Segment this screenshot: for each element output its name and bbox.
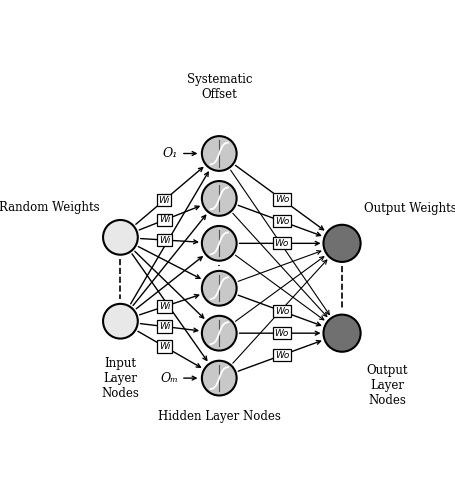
Text: Wi: Wi <box>158 196 169 205</box>
Text: Wi: Wi <box>158 216 170 224</box>
Circle shape <box>202 226 236 260</box>
Text: Wo: Wo <box>274 217 288 226</box>
Text: Wi: Wi <box>158 342 170 351</box>
Text: Wo: Wo <box>274 195 288 204</box>
Text: Wo: Wo <box>274 239 288 248</box>
Text: Wi: Wi <box>159 322 170 331</box>
Text: Wi: Wi <box>159 236 170 244</box>
Text: Wo: Wo <box>274 306 288 316</box>
Text: Random Weights: Random Weights <box>0 201 100 214</box>
Circle shape <box>202 181 236 216</box>
Text: Hidden Layer Nodes: Hidden Layer Nodes <box>157 410 280 424</box>
Text: Oₘ: Oₘ <box>160 372 177 384</box>
Circle shape <box>202 136 236 171</box>
Text: Systematic
Offset: Systematic Offset <box>186 72 252 101</box>
Text: Input
Layer
Nodes: Input Layer Nodes <box>101 356 139 400</box>
Text: Output Weights: Output Weights <box>363 202 455 215</box>
Circle shape <box>202 316 236 350</box>
Text: Output
Layer
Nodes: Output Layer Nodes <box>366 364 407 406</box>
Circle shape <box>103 304 137 338</box>
Circle shape <box>202 360 236 396</box>
Text: Wo: Wo <box>274 350 288 360</box>
Text: Wi: Wi <box>158 302 170 311</box>
Text: Wo: Wo <box>274 328 288 338</box>
Circle shape <box>323 314 360 352</box>
Circle shape <box>103 220 137 254</box>
Circle shape <box>323 225 360 262</box>
Text: O₁: O₁ <box>162 147 177 160</box>
Circle shape <box>202 271 236 306</box>
